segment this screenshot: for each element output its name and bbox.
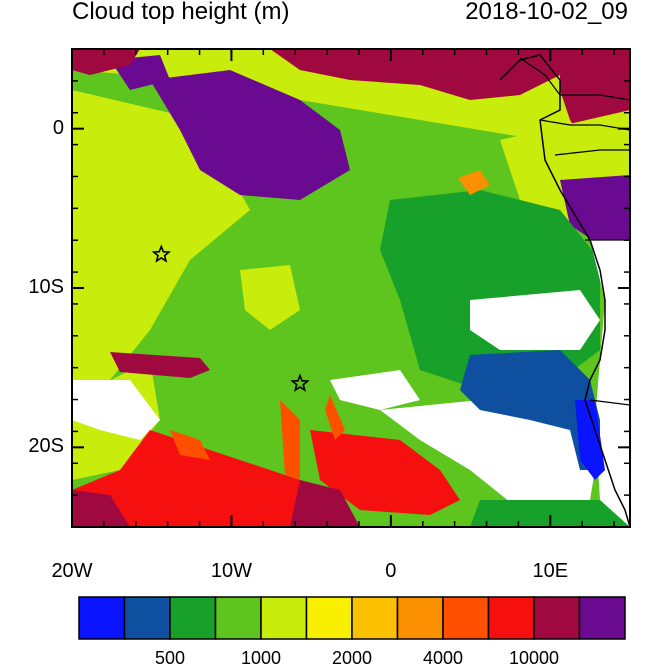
colorbar bbox=[78, 596, 626, 640]
colorbar-swatch bbox=[351, 596, 399, 640]
colorbar-label: 4000 bbox=[422, 648, 464, 668]
colorbar-swatch bbox=[78, 596, 126, 640]
colorbar-swatch bbox=[578, 596, 626, 640]
colorbar-label: 2000 bbox=[331, 648, 373, 668]
map-title: Cloud top height (m) bbox=[72, 0, 290, 25]
station-markers bbox=[151, 244, 310, 392]
axis-ticks bbox=[71, 48, 630, 528]
colorbar-swatch bbox=[169, 596, 217, 640]
colorbar-label: 10000 bbox=[508, 648, 560, 668]
star-marker bbox=[290, 373, 310, 392]
x-tick-label: 10W bbox=[210, 560, 252, 582]
colorbar-label: 500 bbox=[154, 648, 186, 668]
y-tick-label: 10S bbox=[28, 276, 64, 298]
colorbar-swatch bbox=[260, 596, 308, 640]
x-tick-label: 20W bbox=[51, 560, 93, 582]
colorbar-swatch bbox=[396, 596, 444, 640]
colorbar-swatch bbox=[533, 596, 581, 640]
y-tick-label: 0 bbox=[52, 116, 64, 139]
colorbar-swatch bbox=[123, 596, 171, 640]
star-marker bbox=[151, 244, 171, 263]
cloud-field bbox=[72, 49, 630, 527]
x-tick-label: 10E bbox=[532, 560, 569, 582]
colorbar-swatch bbox=[305, 596, 353, 640]
colorbar-swatch bbox=[487, 596, 535, 640]
colorbar-label: 1000 bbox=[240, 648, 282, 668]
x-tick-label: 0 bbox=[385, 560, 397, 582]
colorbar-swatch bbox=[214, 596, 262, 640]
map-datetime: 2018-10-02_09 bbox=[465, 0, 628, 25]
y-tick-label: 20S bbox=[28, 435, 64, 458]
colorbar-swatch bbox=[442, 596, 490, 640]
